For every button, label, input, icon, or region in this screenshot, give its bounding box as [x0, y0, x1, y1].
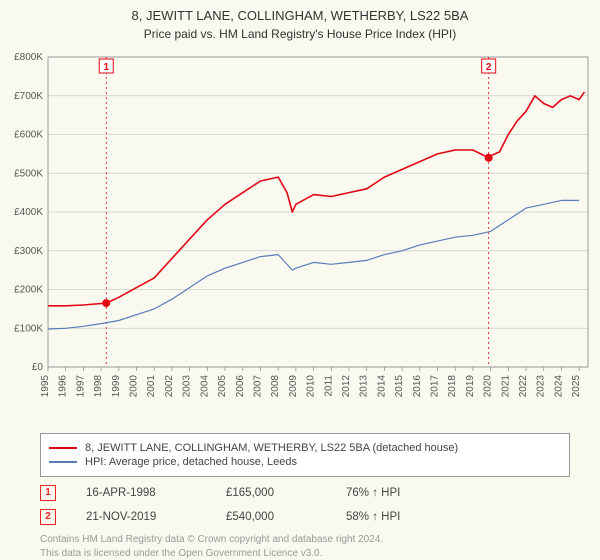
svg-text:2018: 2018	[447, 375, 458, 398]
svg-text:2006: 2006	[235, 375, 246, 398]
sale-number-box: 2	[40, 509, 56, 525]
chart-container: 8, JEWITT LANE, COLLINGHAM, WETHERBY, LS…	[0, 0, 600, 560]
legend: 8, JEWITT LANE, COLLINGHAM, WETHERBY, LS…	[40, 433, 570, 477]
svg-text:£100K: £100K	[14, 323, 43, 334]
svg-text:£800K: £800K	[14, 52, 43, 63]
legend-item: 8, JEWITT LANE, COLLINGHAM, WETHERBY, LS…	[49, 442, 561, 454]
svg-text:2010: 2010	[306, 375, 317, 398]
page-title: 8, JEWITT LANE, COLLINGHAM, WETHERBY, LS…	[0, 0, 600, 23]
svg-text:2017: 2017	[430, 375, 441, 398]
svg-text:1999: 1999	[111, 375, 122, 398]
svg-text:2019: 2019	[465, 375, 476, 398]
svg-text:2009: 2009	[288, 375, 299, 398]
svg-text:2008: 2008	[270, 375, 281, 398]
svg-text:£600K: £600K	[14, 130, 43, 141]
svg-text:2020: 2020	[483, 375, 494, 398]
svg-text:£500K: £500K	[14, 168, 43, 179]
svg-text:2016: 2016	[412, 375, 423, 398]
svg-text:2021: 2021	[500, 375, 511, 398]
svg-text:£300K: £300K	[14, 246, 43, 257]
sale-price: £540,000	[226, 511, 316, 523]
svg-text:2025: 2025	[571, 375, 582, 398]
chart-svg: £0 £100K £200K £300K £400K £500K £600K £700K £80…	[0, 47, 600, 427]
svg-text:2014: 2014	[376, 375, 387, 398]
svg-text:2022: 2022	[518, 375, 529, 398]
svg-text:2000: 2000	[129, 375, 140, 398]
footer-line-1: Contains HM Land Registry data © Crown c…	[40, 533, 570, 547]
svg-text:1: 1	[103, 62, 109, 73]
sale-hpi-delta: 76% ↑ HPI	[346, 487, 400, 499]
svg-text:2: 2	[486, 62, 492, 73]
svg-text:2024: 2024	[553, 375, 564, 398]
svg-text:2004: 2004	[199, 375, 210, 398]
legend-label: HPI: Average price, detached house, Leed…	[85, 456, 297, 468]
svg-text:2001: 2001	[146, 375, 157, 398]
svg-text:2023: 2023	[536, 375, 547, 398]
svg-text:2015: 2015	[394, 375, 405, 398]
svg-text:£0: £0	[32, 362, 44, 373]
legend-swatch	[49, 461, 77, 463]
legend-label: 8, JEWITT LANE, COLLINGHAM, WETHERBY, LS…	[85, 442, 458, 454]
legend-swatch	[49, 447, 77, 449]
page-subtitle: Price paid vs. HM Land Registry's House …	[0, 23, 600, 47]
svg-text:2011: 2011	[323, 375, 334, 397]
svg-text:2002: 2002	[164, 375, 175, 398]
sale-number-box: 1	[40, 485, 56, 501]
sales-table: 1 16-APR-1998 £165,000 76% ↑ HPI 2 21-NOV-201…	[40, 485, 570, 525]
svg-text:£700K: £700K	[14, 91, 43, 102]
sale-date: 16-APR-1998	[86, 487, 196, 499]
svg-text:1998: 1998	[93, 375, 104, 398]
sale-date: 21-NOV-2019	[86, 511, 196, 523]
sale-row: 2 21-NOV-2019 £540,000 58% ↑ HPI	[40, 509, 570, 525]
sale-price: £165,000	[226, 487, 316, 499]
legend-item: HPI: Average price, detached house, Leed…	[49, 456, 561, 468]
footer-line-2: This data is licensed under the Open Gov…	[40, 547, 570, 560]
svg-text:£200K: £200K	[14, 285, 43, 296]
svg-text:2013: 2013	[359, 375, 370, 398]
sale-hpi-delta: 58% ↑ HPI	[346, 511, 400, 523]
svg-text:1997: 1997	[75, 375, 86, 398]
svg-text:1995: 1995	[40, 375, 51, 398]
svg-text:2012: 2012	[341, 375, 352, 398]
footer: Contains HM Land Registry data © Crown c…	[40, 533, 570, 560]
svg-text:£400K: £400K	[14, 207, 43, 218]
svg-text:1996: 1996	[58, 375, 69, 398]
svg-text:2007: 2007	[252, 375, 263, 398]
sale-row: 1 16-APR-1998 £165,000 76% ↑ HPI	[40, 485, 570, 501]
svg-text:2003: 2003	[182, 375, 193, 398]
price-chart: £0 £100K £200K £300K £400K £500K £600K £700K £80…	[0, 47, 600, 427]
svg-text:2005: 2005	[217, 375, 228, 398]
